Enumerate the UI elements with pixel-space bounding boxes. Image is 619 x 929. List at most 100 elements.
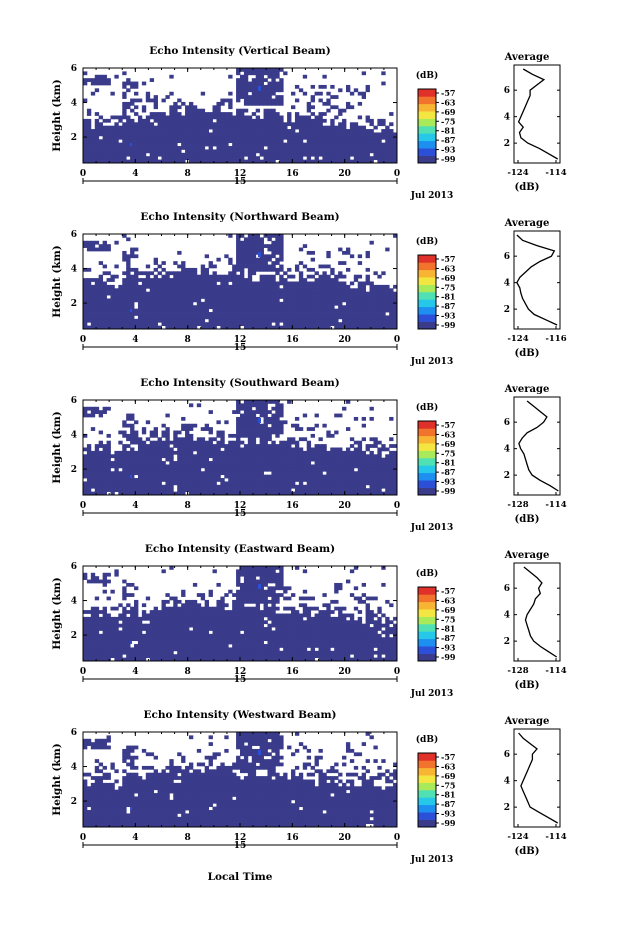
- heatmap-cell: [102, 454, 107, 459]
- heatmap-cell: [134, 159, 139, 164]
- heatmap-cell: [314, 132, 319, 137]
- heatmap-cell: [240, 108, 245, 113]
- heatmap-cell: [114, 312, 119, 316]
- heatmap-cell: [259, 122, 264, 127]
- heatmap-cell: [353, 318, 359, 323]
- heatmap-cell: [200, 461, 206, 465]
- heatmap-cell: [283, 484, 288, 489]
- heatmap-cell: [318, 461, 323, 465]
- heatmap-cell: [212, 454, 217, 459]
- heatmap-cell: [291, 152, 296, 157]
- heatmap-cell: [243, 450, 249, 455]
- heatmap-cell: [165, 312, 170, 316]
- heatmap-cell: [102, 81, 107, 86]
- heatmap-cell: [267, 325, 272, 330]
- heatmap-cell: [310, 315, 315, 320]
- heatmap-cell: [177, 623, 182, 628]
- heatmap-cell: [149, 132, 155, 137]
- heatmap-cell: [145, 139, 151, 144]
- heatmap-cell: [181, 288, 186, 293]
- heatmap-cell: [110, 633, 115, 638]
- heatmap-cell: [188, 288, 194, 293]
- heatmap-cell: [263, 416, 268, 421]
- heatmap-cell: [106, 322, 111, 326]
- heatmap-cell: [98, 579, 104, 584]
- heatmap-cell: [149, 464, 155, 469]
- heatmap-cell: [310, 291, 315, 296]
- heatmap-cell: [251, 257, 257, 262]
- heatmap-cell: [271, 112, 276, 116]
- heatmap-cell: [83, 305, 88, 310]
- heatmap-cell: [279, 129, 284, 133]
- heatmap-cell: [122, 457, 127, 462]
- heatmap-cell: [94, 650, 100, 655]
- heatmap-cell: [122, 159, 127, 164]
- heatmap-cell: [338, 315, 343, 320]
- heatmap-cell: [188, 325, 194, 330]
- heatmap-cell: [255, 159, 261, 164]
- heatmap-cell: [369, 159, 374, 164]
- heatmap-cell: [185, 146, 190, 150]
- heatmap-cell: [169, 457, 174, 462]
- heatmap-cell: [243, 484, 249, 489]
- heatmap-cell: [353, 481, 359, 486]
- heatmap-cell: [224, 135, 229, 140]
- heatmap-cell: [204, 454, 210, 459]
- heatmap-cell: [349, 159, 355, 164]
- colorbar-frame: [417, 254, 437, 330]
- heatmap-cell: [279, 295, 284, 299]
- heatmap-cell: [377, 308, 382, 313]
- heatmap-cell: [90, 81, 96, 86]
- heatmap-cell: [267, 454, 272, 459]
- heatmap-cell: [345, 129, 351, 133]
- heatmap-cell: [114, 481, 119, 486]
- heatmap-cell: [377, 315, 382, 320]
- heatmap-cell: [106, 308, 111, 313]
- heatmap-cell: [90, 129, 96, 133]
- heatmap-cell: [169, 474, 174, 479]
- heatmap-cell: [173, 606, 178, 611]
- heatmap-cell: [294, 461, 300, 465]
- heatmap-cell: [306, 149, 312, 154]
- heatmap-cell: [385, 142, 390, 147]
- heatmap-cell: [283, 142, 288, 147]
- heatmap-cell: [126, 654, 131, 658]
- heatmap-cell: [236, 91, 241, 96]
- heatmap-cell: [126, 433, 131, 438]
- heatmap-cell: [185, 447, 190, 452]
- heatmap-cell: [302, 301, 308, 306]
- heatmap-cell: [263, 274, 268, 279]
- heatmap-cell: [306, 267, 312, 272]
- heatmap-cell: [220, 464, 225, 469]
- heatmap-cell: [165, 647, 170, 652]
- heatmap-cell: [149, 129, 155, 133]
- heatmap-cell: [275, 152, 280, 157]
- heatmap-cell: [251, 440, 257, 445]
- heatmap-cell: [326, 142, 331, 147]
- heatmap-cell: [353, 132, 359, 137]
- heatmap-cell: [377, 305, 382, 310]
- heatmap-cell: [243, 461, 249, 465]
- heatmap-cell: [283, 471, 288, 476]
- heatmap-cell: [345, 250, 351, 255]
- heatmap-cell: [393, 142, 398, 147]
- colorbar-tick-label: -93: [441, 145, 456, 155]
- heatmap-cell: [145, 654, 151, 658]
- heatmap-cell: [208, 146, 213, 150]
- heatmap-cell: [357, 261, 363, 265]
- heatmap-cell: [130, 301, 135, 306]
- heatmap-cell: [326, 461, 331, 465]
- heatmap-cell: [216, 142, 221, 147]
- heatmap-cell: [365, 129, 370, 133]
- heatmap-cell: [271, 132, 276, 137]
- heatmap-cell: [165, 454, 170, 459]
- heatmap-cell: [86, 240, 92, 245]
- heatmap-cell: [212, 308, 217, 313]
- heatmap-cell: [357, 464, 363, 469]
- heatmap-cell: [173, 108, 178, 113]
- heatmap-cell: [188, 135, 194, 140]
- heatmap-cell: [165, 630, 170, 635]
- heatmap-cell: [361, 464, 367, 469]
- heatmap-cell: [334, 450, 339, 455]
- heatmap-cell: [192, 149, 198, 154]
